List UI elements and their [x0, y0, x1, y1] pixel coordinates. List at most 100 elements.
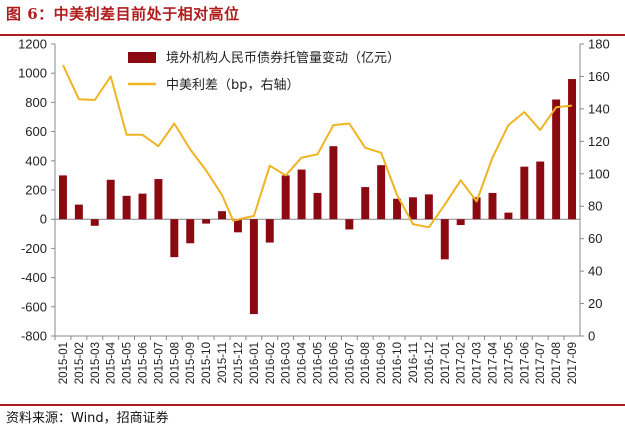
right-tick-label: 120 — [588, 134, 610, 149]
x-tick-label: 2017-06 — [519, 342, 531, 384]
bar — [472, 197, 481, 220]
bar — [58, 175, 67, 220]
x-tick-label: 2016-06 — [328, 342, 340, 384]
x-tick-label: 2015-08 — [169, 342, 181, 384]
bar — [440, 219, 449, 260]
x-tick-label: 2015-11 — [217, 342, 229, 383]
left-tick-label: 1000 — [18, 66, 47, 81]
bar — [265, 219, 274, 243]
bar — [520, 166, 529, 220]
bar — [297, 169, 306, 220]
x-tick-label: 2016-01 — [249, 342, 261, 384]
source-rule — [0, 404, 625, 406]
x-tick-label: 2016-02 — [265, 342, 277, 384]
x-tick-label: 2015-04 — [106, 341, 118, 384]
bar — [456, 219, 465, 226]
x-tick-label: 2015-01 — [58, 342, 70, 384]
x-tick-label: 2015-09 — [185, 342, 197, 384]
x-tick-label: 2015-03 — [90, 342, 102, 384]
bar — [536, 161, 545, 220]
legend-swatch-bars — [128, 52, 156, 63]
figure-title: 图 6：中美利差目前处于相对高位 — [6, 5, 240, 23]
bar — [154, 179, 163, 220]
bar — [424, 194, 433, 220]
x-tick-label: 2016-08 — [360, 342, 372, 384]
title-rule — [0, 34, 625, 36]
bar — [218, 211, 227, 220]
line-series — [62, 64, 573, 229]
x-tick-label: 2017-07 — [535, 342, 547, 384]
right-tick-label: 180 — [588, 37, 610, 52]
bar — [122, 195, 131, 220]
bar — [233, 219, 242, 233]
x-tick-label: 2016-11 — [408, 342, 420, 383]
bar-series — [58, 79, 577, 315]
x-tick-label: 2016-12 — [424, 342, 436, 384]
bar — [74, 204, 83, 220]
axes — [54, 44, 581, 337]
spread-line — [62, 64, 573, 229]
left-tick-label: 600 — [25, 124, 47, 139]
x-tick-label: 2016-03 — [281, 342, 293, 384]
x-tick-label: 2017-03 — [472, 342, 484, 384]
left-tick-label: -600 — [21, 299, 47, 314]
right-tick-label: 100 — [588, 166, 610, 181]
right-tick-label: 140 — [588, 101, 610, 116]
bar — [106, 179, 115, 220]
x-tick-label: 2017-02 — [456, 342, 468, 384]
right-tick-label: 40 — [588, 264, 602, 279]
x-tick-label: 2015-02 — [74, 342, 86, 384]
right-tick-label: 20 — [588, 296, 602, 311]
left-tick-label: 200 — [25, 183, 47, 198]
left-tick-label: -200 — [21, 241, 47, 256]
x-tick-label: 2016-07 — [344, 342, 356, 384]
left-tick-label: 1200 — [18, 37, 47, 52]
x-tick-label: 2015-10 — [201, 342, 213, 384]
bar — [90, 219, 99, 226]
x-tick-label: 2015-06 — [138, 342, 150, 384]
x-axis-ticks: 2015-01 2015-02 2015-03 2015-04 2015-05 2015-… — [54, 336, 579, 384]
bar — [393, 198, 402, 220]
x-tick-label: 2015-12 — [233, 342, 245, 384]
x-tick-label: 2017-04 — [488, 341, 500, 384]
x-tick-label: 2017-09 — [567, 342, 579, 384]
bar — [281, 175, 290, 220]
x-tick-label: 2016-05 — [313, 342, 325, 384]
bar — [377, 165, 386, 220]
bar — [504, 212, 513, 220]
left-tick-label: 800 — [25, 95, 47, 110]
right-axis-ticks: 0 20 40 60 80 100 120 140 160 180 — [580, 37, 610, 344]
left-tick-label: -800 — [21, 329, 47, 344]
source-note: 资料来源：Wind，招商证券 — [6, 411, 169, 426]
bar — [138, 193, 147, 220]
bar — [408, 197, 417, 220]
bar — [249, 219, 258, 315]
left-tick-label: 0 — [40, 212, 47, 227]
right-tick-label: 60 — [588, 231, 602, 246]
x-tick-label: 2017-08 — [551, 342, 563, 384]
x-tick-label: 2016-10 — [392, 342, 404, 384]
bar — [361, 187, 370, 220]
bar — [329, 146, 338, 220]
bar — [568, 79, 577, 220]
bar — [313, 192, 322, 220]
bar — [202, 219, 211, 224]
right-tick-label: 0 — [588, 329, 595, 344]
x-tick-label: 2015-05 — [122, 342, 134, 384]
x-tick-label: 2015-07 — [153, 342, 165, 384]
legend: 境外机构人民币债券托管量变动（亿元） 中美利差（bp，右轴） — [128, 50, 400, 93]
x-tick-label: 2017-01 — [440, 342, 452, 384]
x-tick-label: 2016-09 — [376, 342, 388, 384]
x-tick-label: 2017-05 — [503, 342, 515, 384]
bar — [488, 192, 497, 220]
left-tick-label: -400 — [21, 270, 47, 285]
legend-label-line: 中美利差（bp，右轴） — [166, 78, 300, 93]
x-tick-label: 2016-04 — [297, 341, 309, 384]
bar — [345, 219, 354, 230]
bar — [170, 219, 179, 258]
right-tick-label: 160 — [588, 69, 610, 84]
bar — [186, 219, 195, 244]
left-tick-label: 400 — [25, 153, 47, 168]
legend-label-bars: 境外机构人民币债券托管量变动（亿元） — [166, 50, 400, 66]
